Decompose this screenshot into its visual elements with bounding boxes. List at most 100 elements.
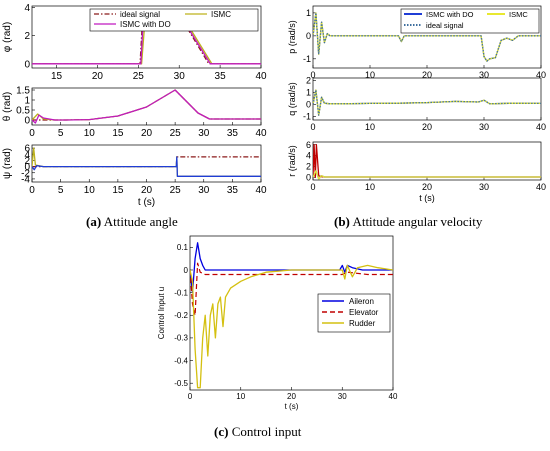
- legend-label: ISMC with DO: [120, 20, 171, 29]
- y-tick-label-q: 2: [306, 76, 311, 86]
- y-tick-label-r: 2: [306, 162, 311, 172]
- caption-c-text: Control input: [231, 424, 302, 439]
- y-tick-label-control: -0.2: [174, 311, 188, 320]
- legend-label: ideal signal: [120, 10, 160, 19]
- x-tick-label-theta: 5: [58, 128, 64, 139]
- y-tick-label-psi: -2: [21, 168, 30, 179]
- x-axis-label-r: t (s): [419, 193, 435, 203]
- series-line-ismc-with-do: [32, 156, 261, 177]
- x-tick-label-psi: 40: [255, 185, 267, 196]
- plot-area-r: [312, 141, 542, 181]
- series-group-psi: [32, 147, 261, 177]
- series-group-control: [190, 242, 393, 389]
- y-tick-label-phi: 2: [24, 31, 30, 42]
- x-tick-label-psi: 5: [58, 185, 64, 196]
- y-tick-label-q: -1: [303, 112, 311, 122]
- y-tick-label-theta: 1: [24, 96, 30, 107]
- x-tick-label-theta: 35: [227, 128, 239, 139]
- legend-label: ISMC: [509, 10, 528, 19]
- x-tick-label-psi: 0: [29, 185, 35, 196]
- caption-a: (a) Attitude angle: [86, 214, 178, 230]
- legend-label: ISMC: [211, 10, 231, 19]
- legend-box: [400, 8, 540, 34]
- x-tick-label-psi: 35: [227, 185, 239, 196]
- series-line-rudder: [190, 264, 393, 389]
- series-line-aileron: [190, 242, 393, 294]
- x-tick-label-q: 0: [310, 122, 315, 132]
- y-axis-label-theta: θ (rad): [2, 92, 13, 121]
- caption-c-letter: (c): [214, 424, 229, 439]
- y-tick-label-theta: 1.5: [16, 86, 30, 97]
- y-tick-label-phi: 0: [24, 59, 30, 70]
- x-tick-label-control: 40: [389, 392, 398, 401]
- legend-label: Elevator: [349, 308, 379, 317]
- caption-b-text: Attitude angular velocity: [352, 214, 483, 229]
- x-tick-label-theta: 40: [255, 128, 267, 139]
- y-tick-label-p: 1: [306, 8, 311, 18]
- y-axis-label-p: p (rad/s): [287, 20, 297, 54]
- x-tick-label-phi: 25: [133, 71, 145, 82]
- x-tick-label-q: 20: [422, 122, 432, 132]
- x-tick-label-theta: 15: [112, 128, 124, 139]
- y-tick-label-theta: 0: [24, 116, 30, 127]
- y-tick-label-p: 0: [306, 31, 311, 41]
- y-tick-label-control: -0.4: [174, 356, 188, 365]
- series-group-p: [313, 12, 541, 62]
- chart-phi: 15 20 25 30 35 40 0 2 4 φ (rad) ideal signal ISMC IS…: [2, 3, 267, 82]
- legend-box: [89, 8, 259, 32]
- x-tick-label-r: 0: [310, 182, 315, 192]
- y-tick-label-psi: 0: [24, 162, 30, 173]
- chart-p: 0 10 20 30 40 -1 0 1 p (rad/s) ISMC with DO ISMC id…: [287, 5, 546, 80]
- x-tick-label-q: 30: [479, 122, 489, 132]
- y-tick-label-phi: 4: [24, 3, 30, 14]
- x-tick-label-r: 20: [422, 182, 432, 192]
- y-tick-label-control: -0.5: [174, 379, 188, 388]
- legend-phi: ideal signal ISMC ISMC with DO: [89, 8, 259, 32]
- x-tick-label-phi: 35: [215, 71, 227, 82]
- series-line-elevator: [190, 262, 393, 316]
- legend-label: ideal signal: [426, 21, 464, 30]
- x-tick-label-r: 30: [479, 182, 489, 192]
- x-tick-label-psi: 25: [170, 185, 182, 196]
- legend-label: Aileron: [349, 297, 374, 306]
- series-group-r: [313, 144, 541, 180]
- x-tick-label-psi: 15: [112, 185, 124, 196]
- legend-p: ISMC with DO ISMC ideal signal: [400, 8, 540, 34]
- x-tick-label-theta: 0: [29, 128, 35, 139]
- x-tick-label-phi: 30: [174, 71, 186, 82]
- x-axis-label-control: t (s): [285, 402, 299, 411]
- x-tick-label-control: 20: [287, 392, 296, 401]
- y-tick-label-control: 0: [184, 266, 189, 275]
- x-tick-label-r: 40: [536, 182, 546, 192]
- caption-c: (c) Control input: [214, 424, 301, 440]
- x-tick-label-p: 30: [479, 70, 489, 80]
- y-axis-label-r: r (rad/s): [287, 145, 297, 177]
- x-tick-label-theta: 20: [141, 128, 153, 139]
- series-line-ismc: [313, 170, 541, 180]
- y-tick-label-psi: 6: [24, 144, 30, 155]
- x-tick-label-theta: 10: [84, 128, 96, 139]
- y-tick-label-psi: 4: [24, 150, 30, 161]
- x-tick-label-q: 40: [536, 122, 546, 132]
- x-tick-label-p: 0: [310, 70, 315, 80]
- series-group-q: [313, 89, 541, 116]
- y-tick-label-r: 4: [306, 151, 311, 161]
- y-tick-label-theta: 0.5: [16, 106, 30, 117]
- y-axis-label-control: Control Input u: [157, 287, 166, 339]
- y-tick-label-control: 0.1: [177, 243, 189, 252]
- x-tick-label-phi: 20: [92, 71, 104, 82]
- legend-label: Rudder: [349, 319, 376, 328]
- series-line-ideal-signal: [313, 12, 541, 62]
- caption-b: (b) Attitude angular velocity: [334, 214, 482, 230]
- x-tick-label-control: 10: [236, 392, 245, 401]
- caption-a-letter: (a): [86, 214, 102, 229]
- x-tick-label-r: 10: [365, 182, 375, 192]
- x-tick-label-psi: 30: [198, 185, 210, 196]
- x-tick-label-q: 10: [365, 122, 375, 132]
- y-tick-label-r: 0: [306, 172, 311, 182]
- chart-control: 0 10 20 30 40 -0.5 -0.4 -0.3 -0.2 -0.1 0 0.1 Control…: [157, 235, 398, 411]
